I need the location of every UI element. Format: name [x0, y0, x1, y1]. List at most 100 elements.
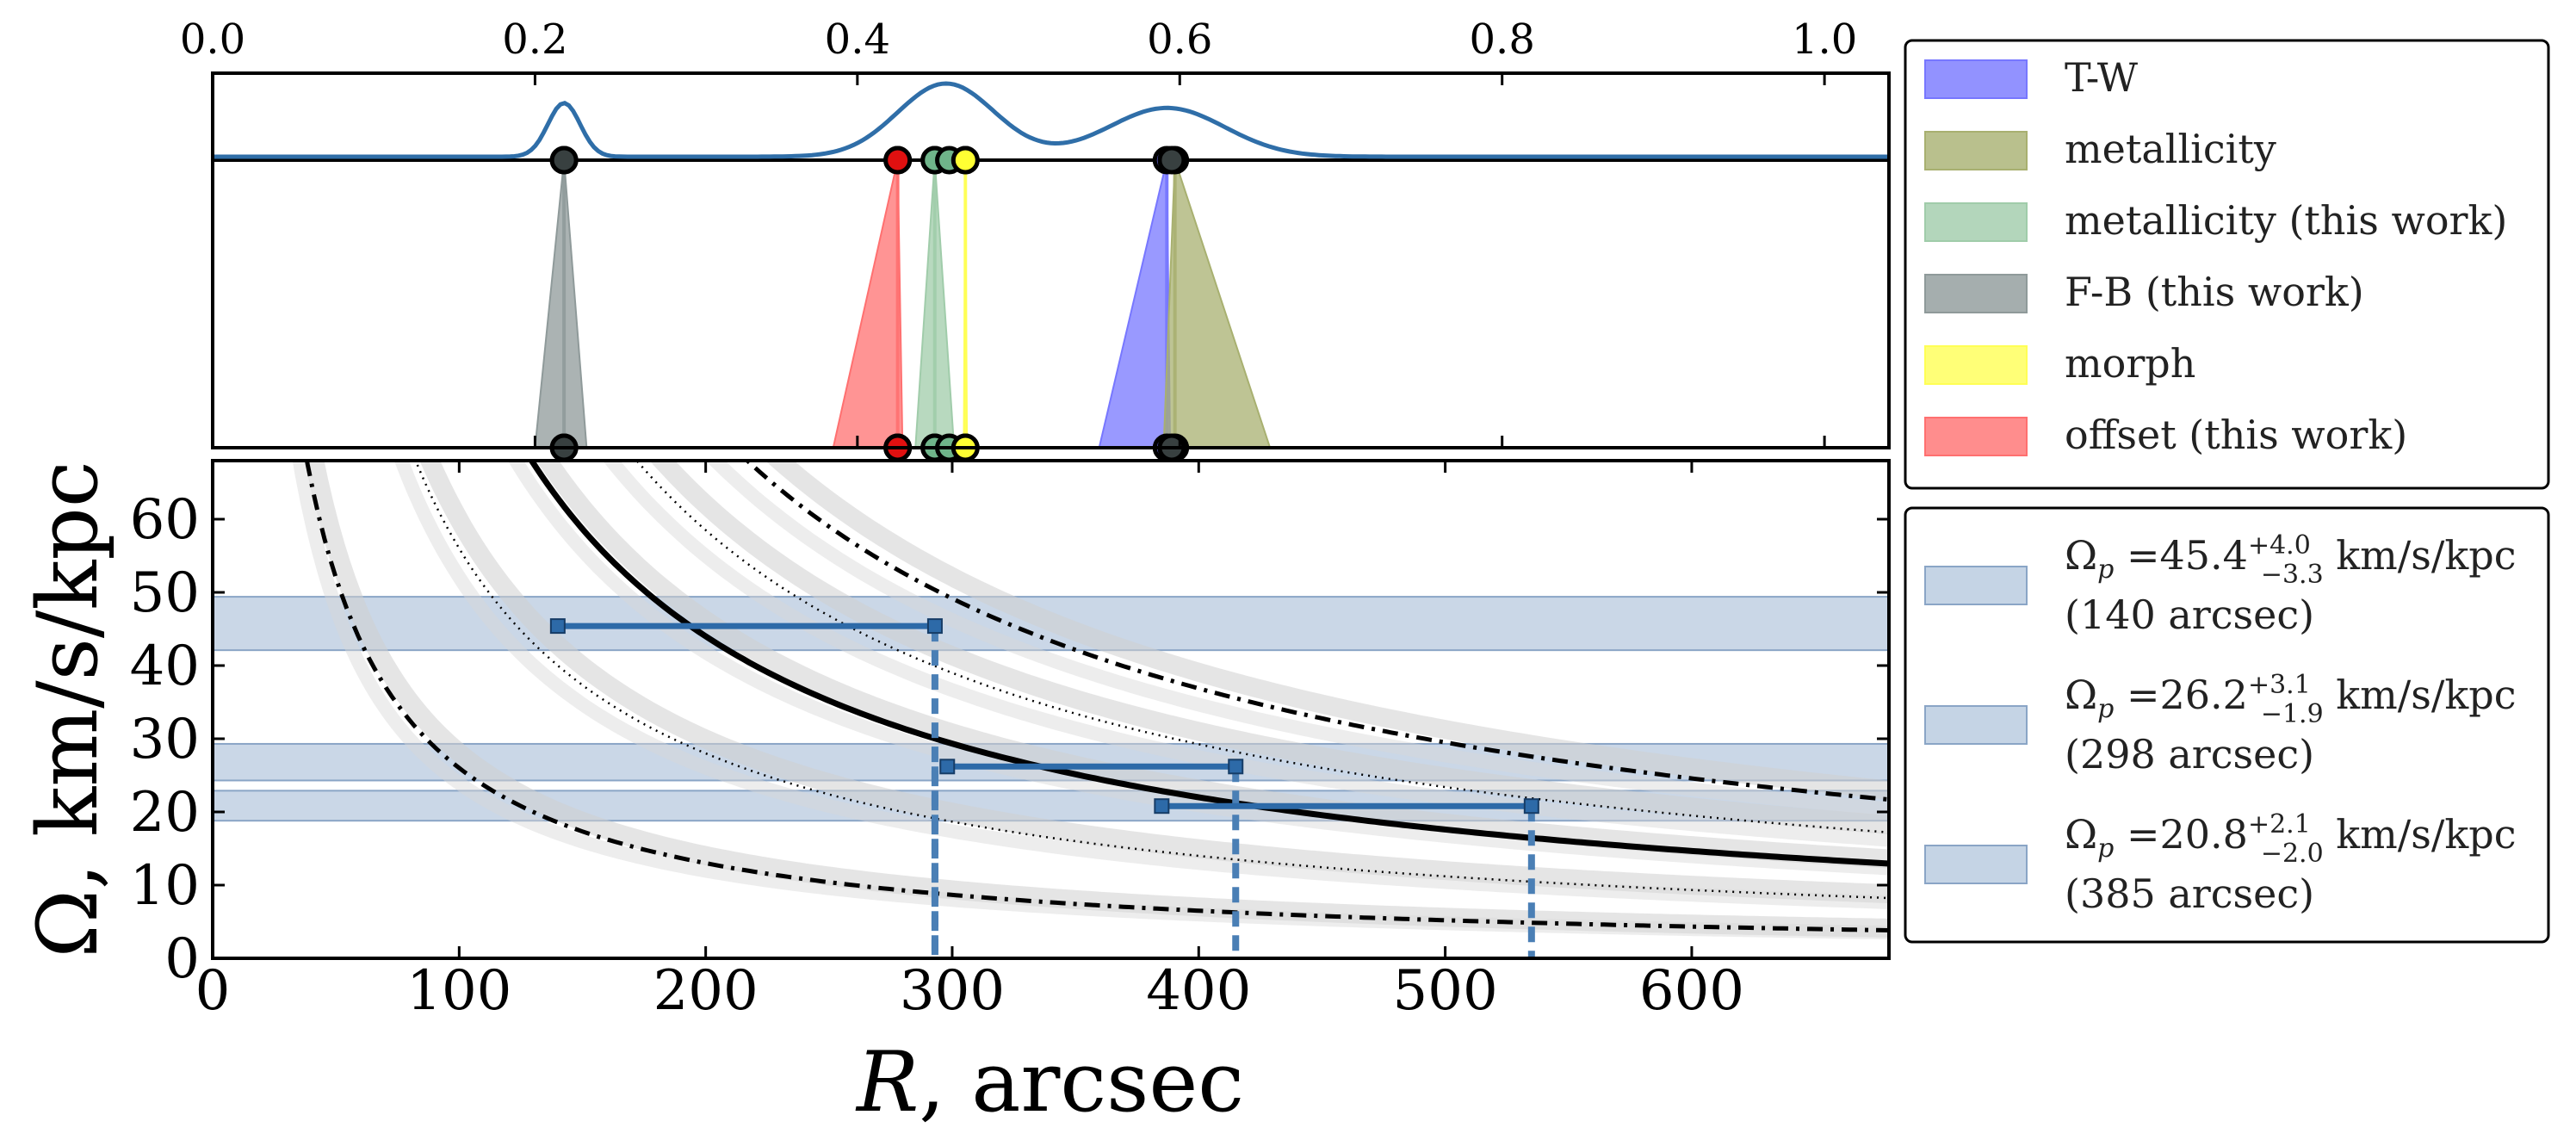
legend-pattern-speeds-box: [1904, 506, 2550, 944]
legend2-radius-1: (298 arcsec): [2065, 731, 2314, 777]
omega-marker-2-0: [1154, 798, 1170, 815]
legend-label-offset-this-work: offset (this work): [2065, 412, 2407, 458]
legend2-omega-symbol: Ω: [2065, 811, 2097, 858]
legend2-omega-minus: −2.0: [2261, 839, 2324, 869]
triangle-metallicity: [1162, 159, 1272, 449]
y-axis-label-rest: , km/s/kpc: [20, 461, 116, 889]
legend2-omega-sub: p: [2097, 833, 2114, 864]
curve-band-0: [536, 461, 1889, 869]
legend2-radius-2: (385 arcsec): [2065, 870, 2314, 917]
legend2-omega-2: Ωp =20.8+2.1 −2.0 km/s/kpc: [2065, 809, 2516, 869]
legend2-omega-sub: p: [2097, 694, 2114, 724]
legend-swatch-offset-this-work: [1924, 417, 2028, 456]
curve-band-1: [765, 461, 1889, 800]
y-tick-label-2: 20: [130, 781, 200, 845]
legend2-omega-sub: p: [2097, 554, 2114, 585]
omega-marker-1-1: [1228, 759, 1244, 775]
y-tick-label-4: 40: [130, 635, 200, 698]
x-tick-label-2: 200: [653, 959, 759, 1023]
legend2-omega-value: =20.8: [2114, 811, 2248, 858]
x-tick-label-5: 500: [1393, 959, 1498, 1023]
legend2-omega-value: =26.2: [2114, 672, 2248, 718]
legend-label-morph: morph: [2065, 340, 2195, 387]
bottom-plot-layer: [213, 461, 1889, 958]
curve-band-2: [649, 461, 1889, 834]
top-plot-layer: [213, 81, 1889, 462]
marker-top-8: [883, 146, 913, 175]
omega-marker-2-1: [1523, 798, 1539, 815]
legend-swatch-t-w: [1924, 59, 2028, 99]
curve-band-4: [305, 461, 1889, 938]
legend2-swatch-2: [1924, 845, 2028, 884]
top-tick-label-5: 1.0: [1792, 15, 1857, 64]
legend-label-metallicity: metallicity: [2065, 126, 2276, 172]
curve-band-3: [419, 461, 1889, 904]
legend-swatch-metallicity-this-work: [1924, 202, 2028, 242]
legend2-swatch-0: [1924, 566, 2028, 605]
marker-top-7: [1157, 146, 1186, 175]
triangle-t-w: [1098, 159, 1172, 449]
legend2-omega-symbol: Ω: [2065, 672, 2097, 718]
marker-top-6: [549, 146, 579, 175]
curve-band-low-3: [393, 461, 1889, 909]
curve-band-low-4: [292, 461, 1889, 940]
x-axis-label-rest: , arcsec: [919, 1034, 1244, 1131]
legend-label-t-w: T-W: [2065, 54, 2139, 101]
legend2-swatch-1: [1924, 705, 2028, 745]
y-axis-symbol: Ω: [20, 889, 116, 958]
top-tick-label-4: 0.8: [1470, 15, 1535, 64]
x-axis-label: R, arcsec: [855, 1034, 1244, 1131]
triangle-f-b-this-work: [534, 159, 588, 449]
omega-marker-1-0: [939, 759, 956, 775]
top-tick-label-1: 0.2: [502, 15, 567, 64]
legend2-omega-unit: km/s/kpc: [2324, 811, 2517, 858]
bottom-panel: 0 100 200 300 400 500 600 0 10 20 30 40 50 60 R, arcs…: [20, 459, 1891, 1131]
omega-marker-0-0: [549, 618, 566, 635]
density-curve: [213, 81, 1889, 159]
legend2-omega-symbol: Ω: [2065, 532, 2097, 579]
legend2-omega-minus: −3.3: [2261, 560, 2324, 590]
legend2-omega-unit: km/s/kpc: [2324, 672, 2517, 718]
curve-omega: [528, 461, 1889, 867]
legend-label-metallicity-this-work: metallicity (this work): [2065, 197, 2507, 244]
x-axis-symbol: R: [855, 1034, 919, 1131]
legend-methods: T-W metallicity metallicity (this work) F-B…: [1904, 39, 2550, 490]
curve-band-low-0: [507, 461, 1889, 876]
x-tick-label-1: 100: [406, 959, 511, 1023]
legend2-omega-minus: −1.9: [2261, 699, 2324, 729]
legend2-omega-plus: +3.1: [2248, 670, 2311, 700]
legend2-omega-plus: +2.1: [2248, 809, 2311, 839]
legend2-radius-0: (140 arcsec): [2065, 592, 2314, 638]
x-tick-label-4: 400: [1146, 959, 1251, 1023]
omega-marker-0-1: [926, 618, 943, 635]
y-tick-label-6: 60: [130, 488, 200, 552]
triangle-offset-this-work: [832, 159, 904, 449]
x-tick-label-0: 0: [195, 959, 231, 1023]
legend2-omega-plus: +4.0: [2248, 530, 2311, 561]
curve-band-low-2: [602, 461, 1889, 847]
bottom-axis-ticks: 0 100 200 300 400 500 600 0 10 20 30 40 50 60: [130, 461, 1889, 1023]
legend2-omega-value: =45.4: [2114, 532, 2248, 579]
legend-label-f-b-this-work: F-B (this work): [2065, 269, 2364, 315]
legend-swatch-metallicity: [1924, 131, 2028, 170]
y-tick-label-0: 0: [164, 927, 200, 991]
top-panel-frame: [211, 71, 1891, 449]
legend-swatch-f-b-this-work: [1924, 274, 2028, 313]
top-tick-label-0: 0.0: [180, 15, 245, 64]
marker-top-11: [951, 146, 980, 175]
bottom-panel-frame: [211, 459, 1891, 960]
y-tick-label-5: 50: [130, 561, 200, 625]
y-tick-label-3: 30: [130, 708, 200, 771]
top-panel: 0.0 0.2 0.4 0.6 0.8 1.0: [180, 15, 1891, 462]
legend-swatch-morph: [1924, 345, 2028, 385]
y-axis-label: Ω, km/s/kpc: [20, 461, 116, 957]
legend2-omega-1: Ωp =26.2+3.1 −1.9 km/s/kpc: [2065, 670, 2516, 729]
curve-band-low-1: [705, 461, 1889, 816]
x-tick-label-3: 300: [900, 959, 1005, 1023]
x-tick-label-6: 600: [1639, 959, 1744, 1023]
top-tick-label-2: 0.4: [825, 15, 890, 64]
top-x-ticks: 0.0 0.2 0.4 0.6 0.8 1.0: [180, 15, 1857, 448]
legend2-omega-unit: km/s/kpc: [2324, 532, 2517, 579]
legend2-omega-0: Ωp =45.4+4.0 −3.3 km/s/kpc: [2065, 530, 2516, 590]
